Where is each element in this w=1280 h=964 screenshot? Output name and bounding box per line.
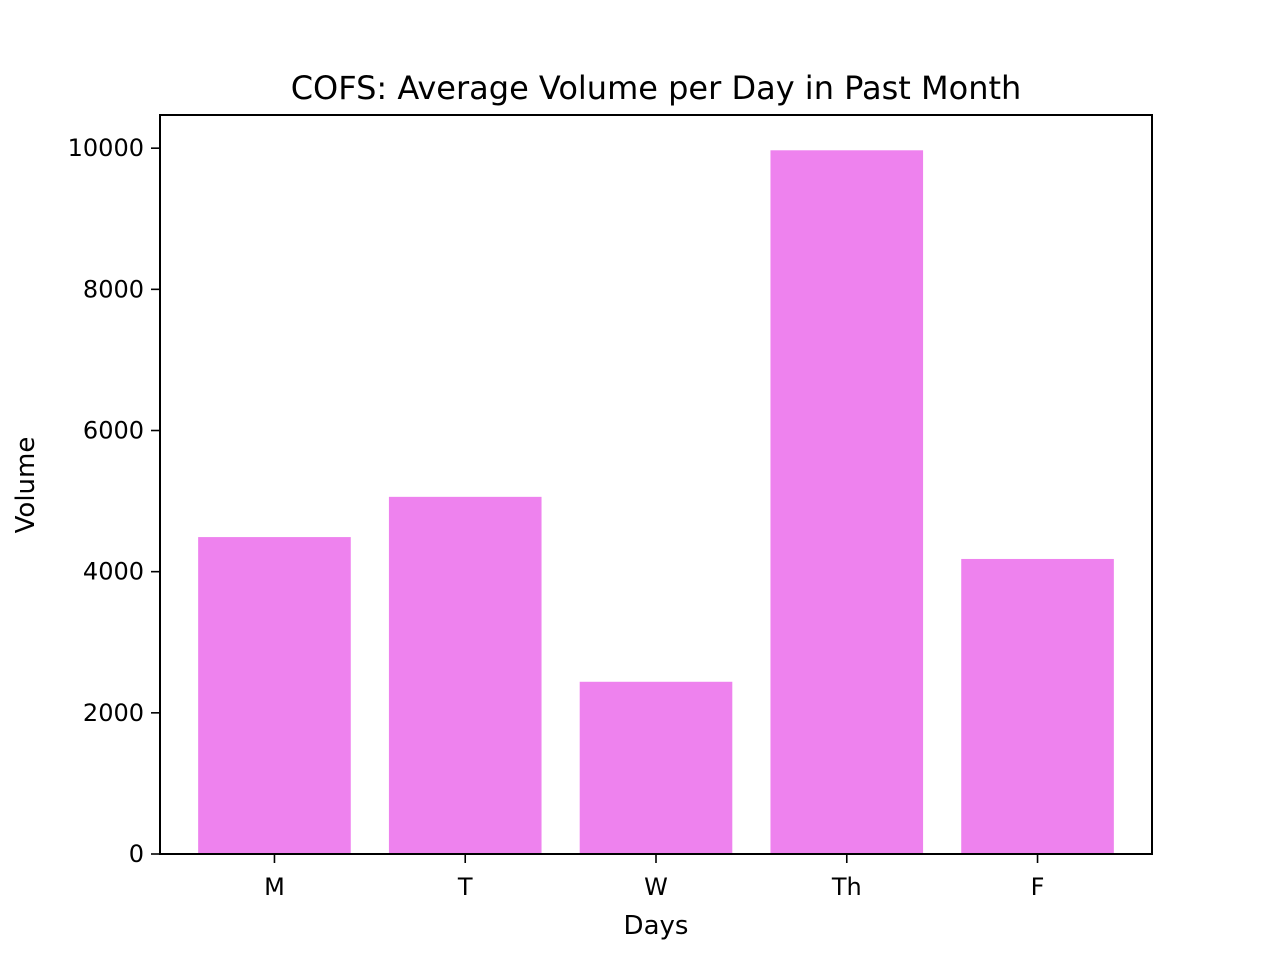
x-tick-label: W — [644, 873, 668, 901]
chart-title: COFS: Average Volume per Day in Past Mon… — [291, 69, 1022, 107]
y-tick-label: 2000 — [83, 699, 144, 727]
x-axis-ticks: M T W Th F — [264, 854, 1044, 901]
x-tick-label: Th — [831, 873, 862, 901]
y-tick-label: 8000 — [83, 275, 144, 303]
bar-t — [388, 496, 542, 854]
y-tick-label: 6000 — [83, 417, 144, 445]
x-tick-label: M — [264, 873, 285, 901]
bar-th — [770, 150, 924, 855]
bar-m — [198, 537, 351, 854]
plot-frame — [159, 114, 1153, 855]
y-tick-label: 0 — [129, 840, 144, 868]
x-tick-label: T — [457, 873, 473, 901]
y-axis-ticks: 0 2000 4000 6000 8000 10000 — [68, 134, 160, 868]
bar-w — [579, 681, 733, 854]
y-axis-label: Volume — [11, 437, 41, 534]
y-tick-label: 10000 — [68, 134, 144, 162]
x-tick-label: F — [1031, 873, 1045, 901]
x-axis-label: Days — [624, 911, 689, 941]
y-tick-label: 4000 — [83, 558, 144, 586]
bar-f — [961, 558, 1114, 854]
bars-layer — [198, 150, 1114, 855]
